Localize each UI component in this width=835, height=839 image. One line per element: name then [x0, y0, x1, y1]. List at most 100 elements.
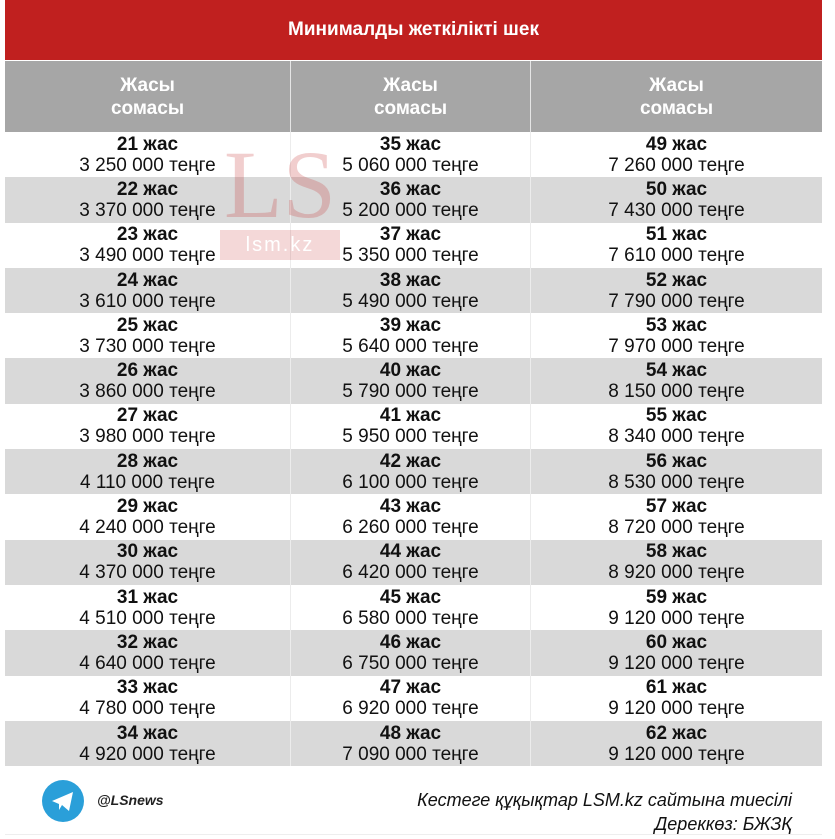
column-header: Жасы сомасы — [531, 61, 822, 132]
age-label: 42 жас — [379, 450, 442, 472]
header-line: сомасы — [373, 97, 448, 119]
amount-value: 8 150 000 теңге — [608, 381, 745, 403]
telegram-handle[interactable]: @LSnews — [97, 792, 164, 808]
amount-value: 3 860 000 теңге — [79, 381, 216, 403]
table-cell: 57 жас 8 720 000 теңге — [531, 494, 822, 539]
table-cell: 59 жас 9 120 000 теңге — [531, 585, 822, 630]
amount-value: 8 340 000 теңге — [608, 426, 745, 448]
table-cell: 34 жас 4 920 000 теңге — [5, 720, 291, 767]
table-cell: 26 жас 3 860 000 теңге — [5, 358, 291, 404]
table-row: 28 жас 4 110 000 теңге 42 жас 6 100 000 тең… — [5, 449, 822, 495]
amount-value: 7 970 000 теңге — [608, 335, 745, 357]
table-row: 33 жас 4 780 000 теңге 47 жас 6 920 000 тең… — [5, 675, 822, 721]
amount-value: 6 750 000 теңге — [342, 652, 479, 674]
age-label: 45 жас — [379, 586, 442, 608]
amount-value: 3 250 000 теңге — [79, 154, 216, 176]
table-cell: 36 жас 5 200 000 теңге — [291, 177, 531, 223]
amount-value: 4 780 000 теңге — [79, 698, 216, 720]
amount-value: 6 580 000 теңге — [342, 607, 479, 629]
header-line: Жасы — [649, 74, 704, 96]
table-cell: 40 жас 5 790 000 теңге — [291, 358, 531, 404]
table-cell: 56 жас 8 530 000 теңге — [531, 449, 822, 494]
age-label: 51 жас — [645, 224, 708, 246]
amount-value: 7 430 000 теңге — [608, 199, 745, 221]
age-label: 48 жас — [379, 722, 442, 744]
amount-value: 5 200 000 теңге — [342, 199, 479, 221]
age-label: 21 жас — [116, 133, 179, 155]
amount-value: 8 920 000 теңге — [608, 562, 745, 584]
amount-value: 9 120 000 теңге — [608, 698, 745, 720]
amount-value: 5 350 000 теңге — [342, 245, 479, 267]
table-cell: 51 жас 7 610 000 теңге — [531, 223, 822, 268]
amount-value: 4 640 000 теңге — [79, 652, 216, 674]
amount-value: 4 110 000 теңге — [79, 471, 216, 493]
amount-value: 5 060 000 теңге — [342, 154, 479, 176]
amount-value: 6 920 000 теңге — [342, 698, 479, 720]
table-cell: 62 жас 9 120 000 теңге — [531, 721, 822, 766]
table-row: 24 жас 3 610 000 теңге 38 жас 5 490 000 тең… — [5, 267, 822, 314]
amount-value: 5 790 000 теңге — [342, 381, 479, 403]
table-cell: 45 жас 6 580 000 теңге — [291, 584, 531, 631]
table-row: 27 жас 3 980 000 теңге 41 жас 5 950 000 тең… — [5, 403, 822, 450]
amount-value: 7 610 000 теңге — [608, 245, 745, 267]
table-cell: 33 жас 4 780 000 теңге — [5, 675, 291, 721]
table-cell: 29 жас 4 240 000 теңге — [5, 494, 291, 540]
age-label: 39 жас — [379, 314, 442, 336]
age-label: 59 жас — [645, 586, 708, 608]
table-cell: 48 жас 7 090 000 теңге — [291, 720, 531, 767]
amount-value: 8 530 000 теңге — [608, 471, 745, 493]
amount-value: 3 370 000 теңге — [79, 199, 216, 221]
age-label: 24 жас — [116, 269, 179, 291]
table-cell: 37 жас 5 350 000 теңге — [291, 222, 531, 268]
table-title: Минималды жеткілікті шек — [5, 0, 822, 60]
table-cell: 22 жас 3 370 000 теңге — [5, 177, 291, 223]
header-line: Жасы — [120, 74, 175, 96]
age-label: 52 жас — [645, 269, 708, 291]
table-cell: 53 жас 7 970 000 теңге — [531, 313, 822, 358]
telegram-icon[interactable] — [42, 780, 84, 822]
age-label: 36 жас — [379, 178, 442, 200]
age-label: 60 жас — [645, 631, 708, 653]
amount-value: 8 720 000 теңге — [608, 517, 745, 539]
table-row: 34 жас 4 920 000 теңге 48 жас 7 090 000 тең… — [5, 720, 822, 767]
age-label: 29 жас — [116, 496, 179, 518]
table-row: 32 жас 4 640 000 теңге 46 жас 6 750 000 тең… — [5, 630, 822, 676]
age-label: 41 жас — [379, 405, 442, 427]
amount-value: 9 120 000 теңге — [608, 607, 745, 629]
header-line: сомасы — [110, 97, 185, 119]
table-row: 31 жас 4 510 000 теңге 45 жас 6 580 000 тең… — [5, 584, 822, 631]
age-label: 50 жас — [645, 178, 708, 200]
table-cell: 52 жас 7 790 000 теңге — [531, 268, 822, 313]
age-label: 30 жас — [116, 541, 179, 563]
pension-table: Минималды жеткілікті шек Жасы сомасы Жасы… — [5, 0, 822, 767]
table-cell: 49 жас 7 260 000 теңге — [531, 132, 822, 177]
table-cell: 46 жас 6 750 000 теңге — [291, 630, 531, 676]
source-note: Дереккөз: БЖЗҚ — [654, 814, 792, 834]
table-cell: 32 жас 4 640 000 теңге — [5, 630, 291, 676]
amount-value: 3 610 000 теңге — [79, 290, 216, 312]
table-cell: 58 жас 8 920 000 теңге — [531, 540, 822, 585]
table-cell: 24 жас 3 610 000 теңге — [5, 267, 291, 314]
amount-value: 4 510 000 теңге — [79, 607, 216, 629]
table-cell: 27 жас 3 980 000 теңге — [5, 403, 291, 450]
amount-value: 4 370 000 теңге — [79, 562, 216, 584]
age-label: 54 жас — [645, 360, 708, 382]
age-label: 58 жас — [645, 541, 708, 563]
table-row: 26 жас 3 860 000 теңге 40 жас 5 790 000 тең… — [5, 358, 822, 404]
age-label: 23 жас — [116, 224, 179, 246]
table-cell: 42 жас 6 100 000 теңге — [291, 449, 531, 495]
amount-value: 6 260 000 теңге — [342, 517, 479, 539]
table-cell: 35 жас 5 060 000 теңге — [291, 132, 531, 178]
table-row: 30 жас 4 370 000 теңге 44 жас 6 420 000 тең… — [5, 539, 822, 585]
age-label: 47 жас — [379, 677, 442, 699]
age-label: 56 жас — [645, 450, 708, 472]
table-row: 25 жас 3 730 000 теңге 39 жас 5 640 000 тең… — [5, 313, 822, 359]
age-label: 37 жас — [379, 224, 442, 246]
age-label: 49 жас — [645, 133, 708, 155]
amount-value: 6 420 000 теңге — [342, 562, 479, 584]
age-label: 22 жас — [116, 178, 179, 200]
age-label: 46 жас — [379, 631, 442, 653]
amount-value: 3 980 000 теңге — [79, 426, 216, 448]
age-label: 61 жас — [645, 677, 708, 699]
age-label: 26 жас — [116, 360, 179, 382]
